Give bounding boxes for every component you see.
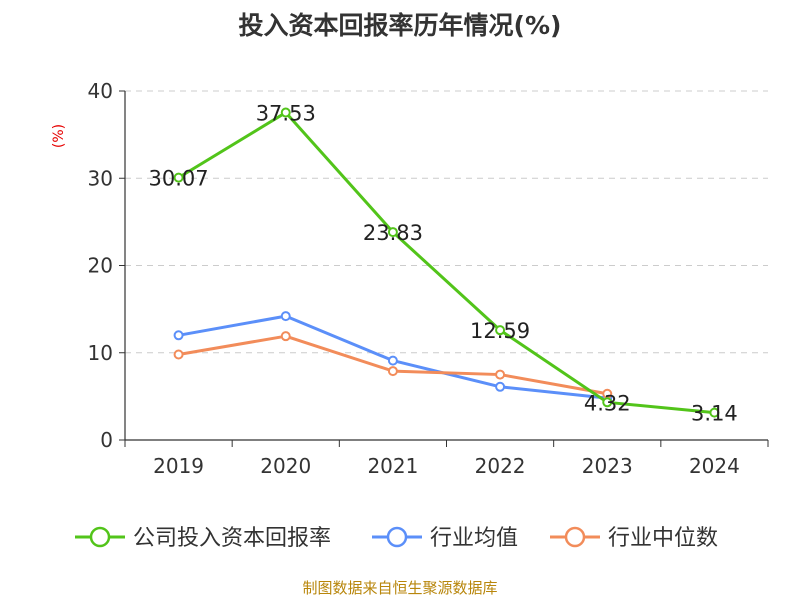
legend-swatch-marker xyxy=(386,526,408,548)
x-tick-label: 2020 xyxy=(260,454,311,478)
data-labels: 30.07 37.53 23.83 12.59 4.32 3.14 xyxy=(149,102,738,426)
legend-label: 公司投入资本回报率 xyxy=(133,526,331,551)
data-label: 4.32 xyxy=(584,391,631,415)
data-point xyxy=(280,311,291,322)
x-tick-label: 2019 xyxy=(153,454,204,478)
y-tick-label: 30 xyxy=(88,166,113,190)
data-point xyxy=(495,381,506,392)
y-tick-label: 20 xyxy=(88,254,113,278)
y-tick-label: 0 xyxy=(100,428,113,452)
axes: 0 10 20 30 40 2019 2020 2021 2022 2023 2024 xyxy=(88,79,769,478)
data-label: 12.59 xyxy=(470,319,530,343)
series-line xyxy=(177,111,715,415)
data-point xyxy=(173,172,184,183)
data-point xyxy=(387,366,398,377)
data-point xyxy=(280,107,291,118)
series-group xyxy=(173,107,720,418)
data-point xyxy=(495,325,506,336)
data-point xyxy=(387,355,398,366)
y-tick-label: 10 xyxy=(88,341,113,365)
legend-label: 行业均值 xyxy=(430,526,518,551)
data-point xyxy=(173,330,184,341)
data-point xyxy=(173,349,184,360)
legend-label: 行业中位数 xyxy=(608,526,718,551)
legend-swatch-marker xyxy=(89,526,111,548)
grid-lines xyxy=(125,90,768,354)
chart-title: 投入资本回报率历年情况(%) xyxy=(238,11,562,40)
data-label: 37.53 xyxy=(256,102,316,126)
x-tick-label: 2023 xyxy=(582,454,633,478)
data-source-note: 制图数据来自恒生聚源数据库 xyxy=(302,579,498,597)
x-tick-label: 2021 xyxy=(367,454,418,478)
legend: 公司投入资本回报率 行业均值 行业中位数 xyxy=(75,526,718,551)
data-label: 3.14 xyxy=(691,402,738,426)
data-label: 23.83 xyxy=(363,221,423,245)
data-point xyxy=(495,369,506,380)
data-point xyxy=(602,397,613,408)
x-tick-label: 2024 xyxy=(689,454,740,478)
data-point xyxy=(387,227,398,238)
x-tick-label: 2022 xyxy=(475,454,526,478)
legend-swatch-marker xyxy=(564,526,586,548)
data-label: 30.07 xyxy=(149,167,209,191)
data-point xyxy=(280,331,291,342)
y-tick-label: 40 xyxy=(88,79,113,103)
data-point xyxy=(709,407,720,418)
